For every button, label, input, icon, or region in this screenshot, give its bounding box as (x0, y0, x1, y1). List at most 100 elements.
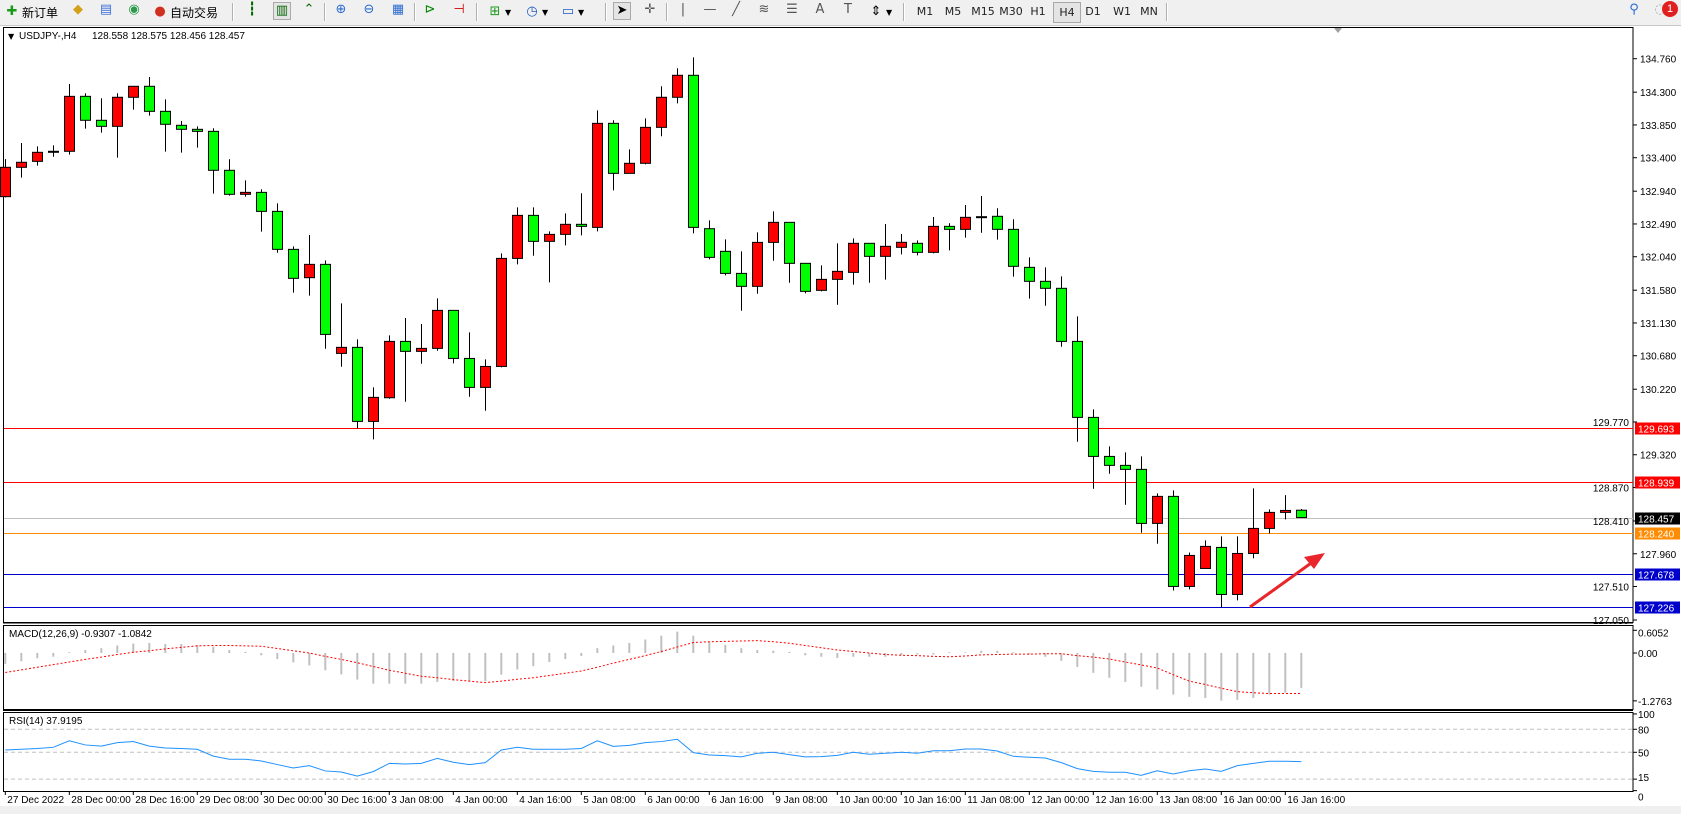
candle-body (96, 119, 107, 127)
candle (288, 246, 299, 293)
macd-histogram-bar (724, 644, 727, 653)
fibonacci-icon[interactable]: ≋ (758, 2, 770, 17)
macd-histogram-bar (260, 653, 263, 656)
candle-body (928, 225, 939, 253)
candle-body (1152, 495, 1163, 524)
candle-body (832, 270, 843, 280)
candle (592, 110, 603, 232)
macd-histogram-bar (1012, 652, 1015, 653)
text-icon[interactable]: A (815, 2, 825, 17)
price-tick-label: 132.490 (1640, 220, 1677, 231)
price-tick-label: 133.850 (1640, 121, 1677, 132)
candle (16, 143, 27, 178)
macd-histogram-bar (1300, 653, 1303, 688)
symbol-menu-icon[interactable]: ▼ (8, 32, 15, 41)
crosshair-icon[interactable]: ✛ (644, 2, 656, 17)
rsi-label: RSI(14) 37.9195 (9, 716, 83, 727)
macd-histogram-bar (564, 653, 567, 659)
candle (1168, 490, 1179, 591)
indicators-button[interactable]: ⊞ ▼ (487, 2, 512, 22)
timeframe-m1[interactable]: M1 (916, 5, 934, 18)
candle (784, 221, 795, 283)
arrows-button[interactable]: ⇕ ▼ (868, 2, 893, 22)
trendline-icon[interactable]: ╱ (732, 2, 740, 17)
channel-icon[interactable]: ☰ (786, 2, 798, 17)
candle (1264, 509, 1275, 534)
search-icon[interactable]: ⚲ (1629, 2, 1639, 17)
time-label: 10 Jan 00:00 (839, 795, 897, 806)
candle-body (800, 262, 811, 292)
candle (656, 86, 667, 137)
autoscroll-icon[interactable]: ⊳ (424, 2, 436, 17)
indicators-icon: ⊞ (489, 4, 501, 19)
candle (672, 68, 683, 104)
timeframe-m15[interactable]: M15 (971, 5, 995, 18)
candle-body (112, 96, 123, 127)
macd-histogram-bar (1108, 653, 1111, 678)
line-chart-icon[interactable]: ⌃ (303, 2, 315, 17)
candle-body (1040, 280, 1051, 289)
candle-body (912, 242, 923, 253)
chart-shift-icon[interactable]: ⊣ (453, 2, 465, 17)
horizontal-line-icon[interactable]: — (703, 2, 717, 17)
candle-body (128, 85, 139, 98)
price-tag (1635, 601, 1680, 614)
price-tick-label: 127.960 (1640, 550, 1677, 561)
cursor-icon[interactable]: ➤ (613, 2, 631, 20)
candle-body (160, 110, 171, 125)
candle (1152, 493, 1163, 544)
candle (176, 121, 187, 153)
notifications-icon[interactable]: ◌ (1654, 2, 1666, 17)
price-tick-label: 131.580 (1640, 286, 1677, 297)
trend-arrow[interactable] (1249, 553, 1325, 609)
candlestick-icon[interactable]: ▥ (273, 2, 291, 20)
chart-shift-marker[interactable] (1334, 28, 1342, 33)
price-tick-label: 128.410 (1593, 517, 1630, 528)
macd-histogram-bar (484, 653, 487, 682)
price-tag-label: 128.939 (1638, 479, 1675, 490)
timeframe-w1[interactable]: W1 (1113, 5, 1131, 18)
timeframe-h1[interactable]: H1 (1030, 5, 1046, 18)
data-window-icon[interactable]: ▤ (99, 2, 113, 17)
new-order-button[interactable]: ✚ 新订单 (4, 2, 58, 22)
candle (272, 203, 283, 253)
candle (416, 324, 427, 364)
templates-button[interactable]: ▭ ▼ (560, 2, 584, 22)
notification-badge[interactable]: 1 (1662, 1, 1678, 17)
candle-body (400, 340, 411, 352)
rsi-axis-label: 50 (1638, 748, 1650, 759)
price-tag (1635, 527, 1680, 540)
label-icon[interactable]: T (844, 2, 852, 17)
tile-windows-icon[interactable]: ▦ (391, 2, 405, 17)
candle (544, 231, 555, 283)
zoom-out-icon[interactable]: ⊖ (363, 2, 375, 17)
gold-icon[interactable]: ◆ (73, 2, 83, 17)
candle (96, 98, 107, 133)
candle-body (720, 250, 731, 274)
time-label: 27 Dec 2022 (7, 795, 64, 806)
timeframe-m30[interactable]: M30 (999, 5, 1023, 18)
autotrading-button[interactable]: ● 自动交易 (152, 2, 218, 22)
zoom-in-icon[interactable]: ⊕ (335, 2, 347, 17)
macd-histogram-bar (996, 650, 999, 653)
timeframe-m5[interactable]: M5 (944, 5, 962, 18)
candle-body (736, 272, 747, 287)
candle (208, 128, 219, 194)
candle-body (432, 309, 443, 349)
timeframe-h4[interactable]: H4 (1053, 2, 1081, 23)
candle (1216, 536, 1227, 608)
candle (64, 83, 75, 155)
timeframe-mn[interactable]: MN (1140, 5, 1158, 18)
horizontal-lines (4, 428, 1633, 608)
signals-icon[interactable]: ◉ (128, 2, 140, 17)
candle-body (64, 95, 75, 152)
periods-button[interactable]: ◷ ▼ (524, 2, 548, 22)
macd-histogram-bar (836, 653, 839, 658)
vertical-line-icon[interactable]: | (680, 2, 686, 17)
bar-chart-icon[interactable]: ┇ (248, 2, 256, 17)
price-tick-label: 132.940 (1640, 187, 1677, 198)
timeframe-d1[interactable]: D1 (1085, 5, 1101, 18)
macd-histogram-bar (820, 653, 823, 657)
candle (128, 85, 139, 110)
